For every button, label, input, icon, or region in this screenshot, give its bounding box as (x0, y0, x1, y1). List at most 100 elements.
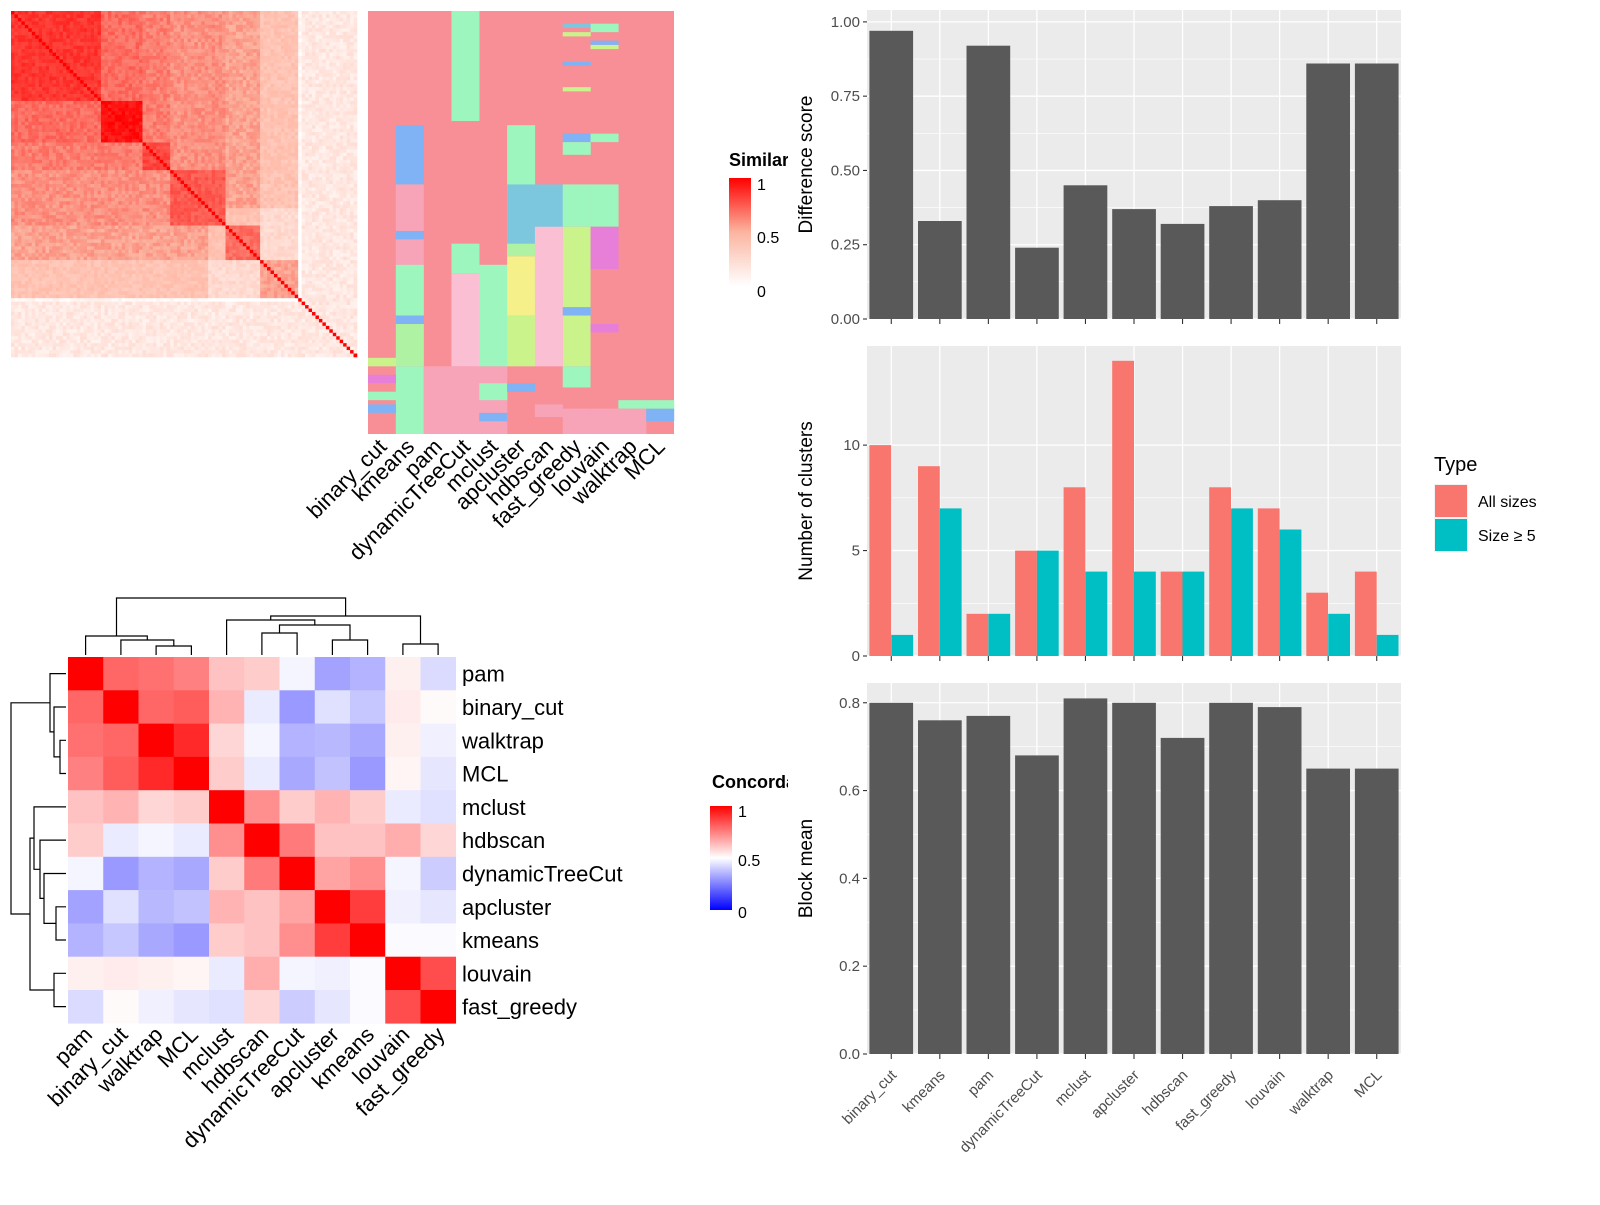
similarity-cell (59, 149, 64, 154)
similarity-cell (49, 73, 53, 78)
similarity-cell (31, 135, 36, 140)
similarity-cell (76, 142, 81, 147)
similarity-cell (287, 135, 292, 140)
similarity-cell (97, 145, 102, 150)
similarity-cell (284, 66, 289, 71)
similarity-cell (170, 166, 174, 171)
similarity-cell (301, 76, 306, 81)
similarity-cell (156, 69, 161, 74)
similarity-cell (166, 114, 171, 119)
similarity-cell (24, 62, 29, 67)
similarity-cell (177, 128, 181, 133)
similarity-cell (97, 118, 102, 123)
similarity-cell (17, 31, 22, 36)
similarity-cell (21, 173, 26, 178)
similarity-cell (107, 97, 112, 102)
similarity-cell (59, 163, 64, 167)
similarity-cell (287, 80, 292, 84)
similarity-cell (31, 104, 36, 109)
similarity-cell (312, 104, 316, 109)
similarity-cell (31, 173, 36, 178)
similarity-cell (301, 111, 306, 116)
similarity-cell (145, 177, 150, 181)
similarity-cell (298, 132, 302, 136)
similarity-cell (239, 97, 244, 102)
similarity-cell (225, 170, 230, 174)
similarity-cell (308, 149, 313, 154)
similarity-cell (253, 24, 257, 29)
similarity-cell (94, 135, 98, 140)
similarity-cell (59, 45, 64, 50)
similarity-cell (14, 45, 19, 50)
similarity-cell (14, 94, 19, 98)
similarity-cell (118, 45, 123, 50)
similarity-cell (350, 31, 354, 36)
similarity-cell (170, 76, 174, 81)
similarity-cell (121, 118, 126, 123)
similarity-cell (187, 35, 192, 39)
similarity-cell (301, 73, 306, 78)
similarity-cell (180, 125, 185, 129)
similarity-cell (315, 100, 320, 105)
similarity-cell (173, 76, 178, 81)
similarity-cell (66, 170, 71, 174)
similarity-cell (329, 66, 334, 71)
similarity-cell (332, 163, 337, 167)
similarity-cell (350, 21, 354, 26)
similarity-cell (94, 170, 98, 174)
similarity-cell (159, 76, 164, 81)
similarity-cell (35, 111, 39, 116)
similarity-cell (132, 42, 136, 46)
similarity-cell (73, 177, 78, 181)
similarity-cell (249, 55, 254, 60)
similarity-cell (45, 45, 50, 50)
similarity-cell (83, 104, 88, 109)
similarity-cell (249, 152, 254, 157)
similarity-cell (329, 83, 334, 88)
similarity-cell (325, 107, 330, 112)
similarity-cell (170, 14, 174, 19)
similarity-cell (190, 163, 195, 167)
similarity-cell (343, 24, 347, 29)
similarity-cell (87, 38, 91, 43)
similarity-cell (308, 100, 313, 105)
similarity-cell (49, 128, 53, 133)
similarity-cell (294, 159, 299, 164)
similarity-cell (301, 97, 306, 102)
similarity-cell (329, 14, 334, 19)
similarity-cell (17, 111, 22, 116)
similarity-cell (121, 76, 126, 81)
similarity-cell (121, 135, 126, 140)
similarity-cell (35, 149, 39, 154)
similarity-cell (180, 45, 185, 50)
similarity-cell (284, 11, 289, 15)
similarity-cell (145, 180, 150, 185)
similarity-cell (38, 73, 43, 78)
similarity-cell (253, 180, 257, 185)
similarity-cell (190, 38, 195, 43)
similarity-cell (118, 83, 123, 88)
similarity-cell (55, 107, 60, 112)
similarity-cell (97, 104, 102, 109)
similarity-cell (55, 66, 60, 71)
similarity-cell (17, 80, 22, 84)
similarity-cell (322, 152, 327, 157)
similarity-cell (107, 173, 112, 178)
similarity-cell (291, 159, 296, 164)
similarity-cell (222, 55, 226, 60)
similarity-cell (28, 73, 33, 78)
similarity-cell (184, 28, 188, 33)
similarity-cell (329, 31, 334, 36)
similarity-cell (135, 118, 140, 123)
similarity-cell (256, 17, 261, 22)
similarity-cell (24, 125, 29, 129)
similarity-cell (94, 62, 98, 67)
similarity-cell (35, 121, 39, 126)
similarity-cell (270, 114, 275, 119)
similarity-cell (55, 24, 60, 29)
similarity-cell (24, 14, 29, 19)
similarity-cell (353, 128, 358, 133)
similarity-cell (280, 114, 285, 119)
similarity-cell (339, 28, 344, 33)
similarity-cell (225, 69, 230, 74)
